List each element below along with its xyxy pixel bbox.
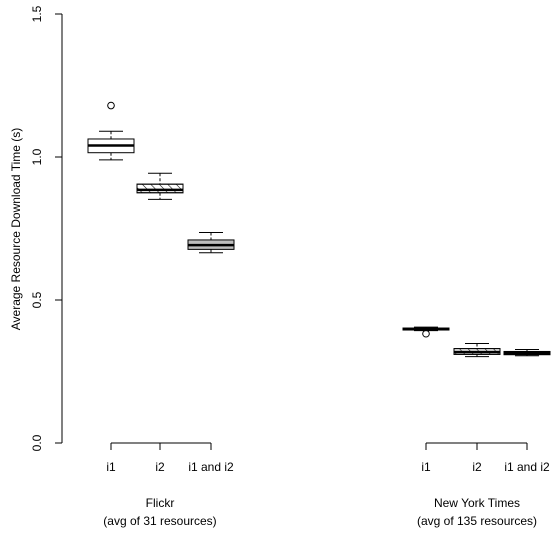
outlier-point <box>107 101 115 110</box>
y-tick-label: 1.0 <box>30 148 44 165</box>
x-tick-label: i1 and i2 <box>188 460 234 474</box>
box-0-0: i1 <box>87 101 135 474</box>
box-hatch <box>136 183 184 194</box>
group-label: New York Times <box>434 496 520 510</box>
group-1: i1 i2 i1 and i2 New York Times (avg of 135 r… <box>402 326 551 528</box>
y-axis-label: Average Resource Download Time (s) <box>9 128 23 331</box>
group-subtitle: (avg of 135 resources) <box>417 514 537 528</box>
y-tick-label: 0.0 <box>30 434 44 451</box>
group-subtitle: (avg of 31 resources) <box>103 514 216 528</box>
box-1-1: i2 <box>453 342 501 474</box>
box-groups: i1 i2 i1 and i2 Flickr (avg of 31 resources)… <box>87 101 551 528</box>
x-tick-label: i2 <box>155 460 165 474</box>
group-0: i1 i2 i1 and i2 Flickr (avg of 31 resources) <box>87 101 235 528</box>
y-tick-label: 0.5 <box>30 291 44 308</box>
box-1-0: i1 <box>402 326 450 474</box>
box-0-2: i1 and i2 <box>187 232 235 474</box>
x-tick-label: i2 <box>472 460 482 474</box>
y-axis: 0.0 0.5 1.0 1.5 <box>30 5 63 451</box>
x-tick-label: i1 <box>421 460 431 474</box>
x-tick-label: i1 and i2 <box>504 460 550 474</box>
outlier-point <box>422 329 430 338</box>
group-label: Flickr <box>146 496 175 510</box>
x-tick-label: i1 <box>106 460 116 474</box>
box-1-2: i1 and i2 <box>503 348 551 474</box>
y-tick-label: 1.5 <box>30 5 44 22</box>
box-0-1: i2 <box>136 172 184 474</box>
